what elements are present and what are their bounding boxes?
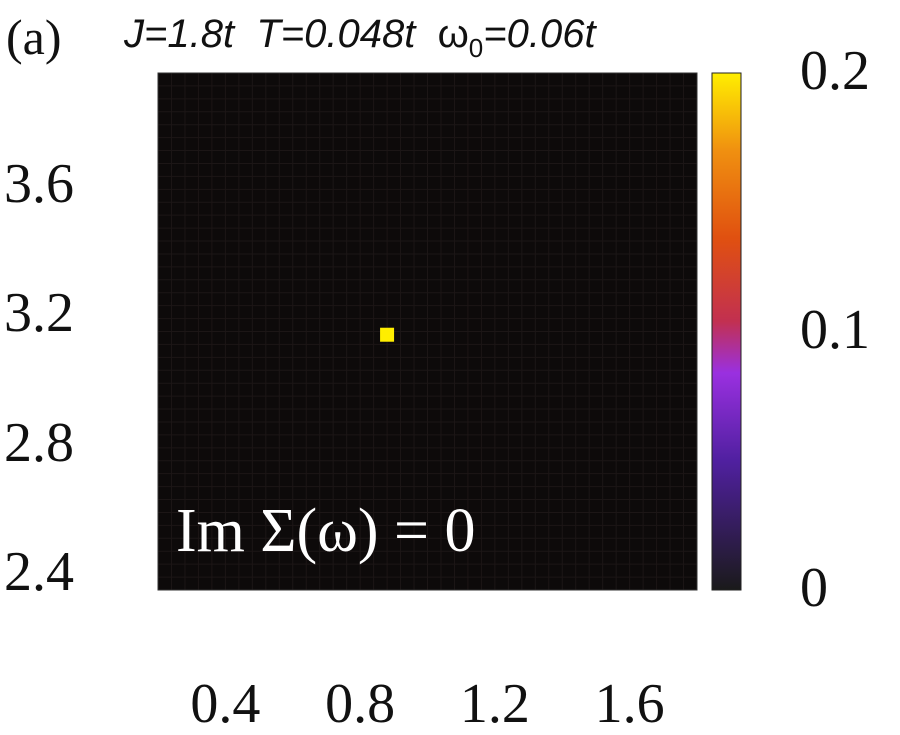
y-tick-label: 3.6 xyxy=(4,153,74,216)
y-tick-label: 2.4 xyxy=(4,540,74,603)
annotation-label: Im Σ(ω) = 0 xyxy=(176,497,476,565)
colorbar xyxy=(711,72,742,591)
param-t: T=0.048t xyxy=(256,12,416,56)
colorbar-tick-label: 0.1 xyxy=(800,298,870,361)
plot-frame xyxy=(157,72,698,591)
y-tick-label: 3.2 xyxy=(4,282,74,345)
param-omega-symbol: ω xyxy=(437,12,469,56)
x-tick-label: 0.8 xyxy=(325,673,396,735)
colorbar-tick-label: 0 xyxy=(800,557,828,619)
param-omega-value: =0.06t xyxy=(483,12,596,56)
parameters-text: J=1.8t T=0.048t ω0=0.06t xyxy=(124,12,596,61)
panel-label: (a) xyxy=(6,9,62,65)
x-tick-label: 1.6 xyxy=(594,673,665,735)
param-j: J=1.8t xyxy=(124,12,235,56)
heatmap-peak-cell xyxy=(380,327,395,342)
param-omega-subscript: 0 xyxy=(468,33,484,63)
x-tick-label: 1.2 xyxy=(459,673,530,735)
colorbar-tick-label: 0.2 xyxy=(800,40,870,102)
y-tick-label: 2.8 xyxy=(4,411,74,474)
x-tick-label: 0.4 xyxy=(190,673,261,735)
